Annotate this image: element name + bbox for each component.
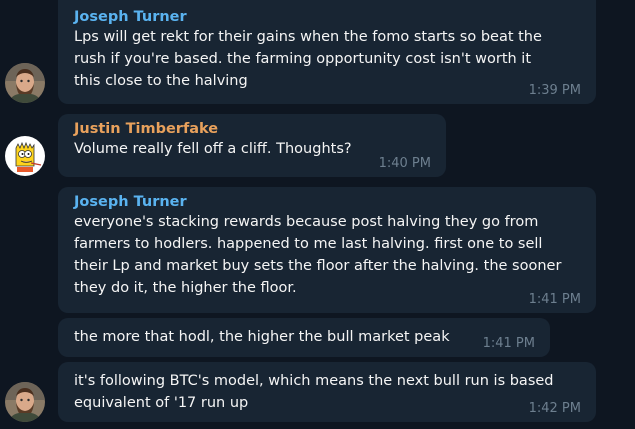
message-text-line: equivalent of '17 run up (74, 395, 249, 411)
message-time: 1:39 PM (528, 83, 581, 98)
message-text-line: their Lp and market buy sets the floor a… (74, 258, 562, 274)
message-bubble[interactable]: the more that hodl, the higher the bull … (58, 318, 550, 357)
avatar[interactable] (5, 63, 45, 103)
message-time: 1:41 PM (528, 292, 581, 307)
message-time: 1:41 PM (482, 336, 535, 351)
message-bubble[interactable]: Joseph Turner everyone's stacking reward… (58, 187, 596, 313)
message-text-line: Volume really fell off a cliff. Thoughts… (74, 141, 352, 157)
message-time: 1:42 PM (528, 401, 581, 416)
message-bubble[interactable]: it's following BTC's model, which means … (58, 362, 596, 422)
avatar[interactable] (5, 136, 45, 176)
cartoon-boy-avatar-icon (5, 136, 45, 176)
bearded-man-avatar-icon (5, 382, 45, 422)
sender-name[interactable]: Joseph Turner (74, 194, 187, 210)
message-text-line: the more that hodl, the higher the bull … (74, 329, 450, 345)
message-text-line: it's following BTC's model, which means … (74, 373, 554, 389)
sender-name[interactable]: Justin Timberfake (74, 121, 219, 137)
message-bubble[interactable]: Joseph Turner Lps will get rekt for thei… (58, 0, 596, 104)
avatar[interactable] (5, 382, 45, 422)
message-text-line: Lps will get rekt for their gains when t… (74, 29, 542, 45)
message-bubble[interactable]: Justin Timberfake Volume really fell off… (58, 114, 446, 177)
message-text-line: rush if you're based. the farming opport… (74, 51, 532, 67)
message-text-line: this close to the halving (74, 73, 248, 89)
bearded-man-avatar-icon (5, 63, 45, 103)
message-time: 1:40 PM (378, 156, 431, 171)
message-text-line: farmers to hodlers. happened to me last … (74, 236, 543, 252)
message-text-line: everyone's stacking rewards because post… (74, 214, 539, 230)
sender-name[interactable]: Joseph Turner (74, 9, 187, 25)
message-text-line: they do it, the higher the floor. (74, 280, 297, 296)
